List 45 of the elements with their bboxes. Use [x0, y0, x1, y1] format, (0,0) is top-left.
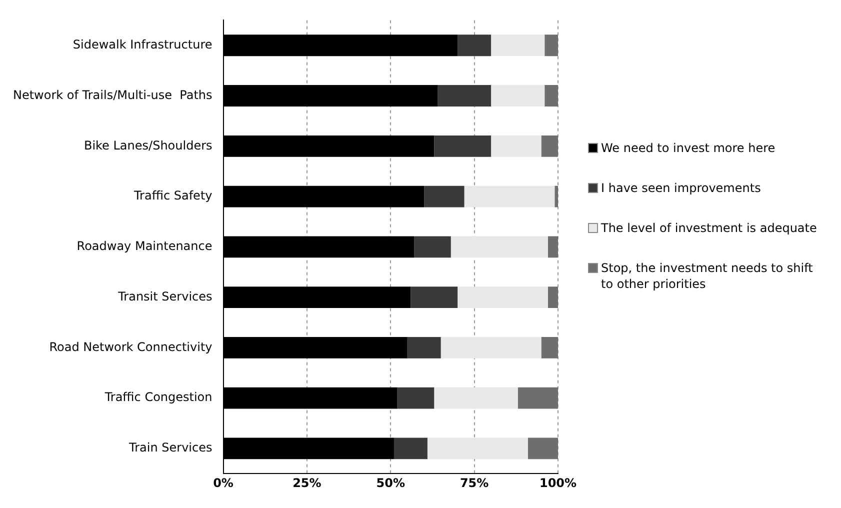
bar: [407, 336, 441, 358]
y-tick-label: Traffic Safety: [132, 188, 212, 203]
x-tick-label: 50%: [376, 476, 405, 490]
bar: [458, 34, 492, 56]
bar: [427, 438, 528, 460]
bar: [491, 85, 545, 106]
bar: [397, 387, 434, 409]
bar: [491, 135, 542, 157]
x-tick-label: 100%: [539, 476, 577, 490]
bar: [424, 186, 464, 208]
bar: [528, 438, 558, 460]
bar: [434, 135, 492, 157]
bar: [491, 34, 545, 56]
x-tick-label: 25%: [292, 476, 322, 490]
bar: [518, 387, 558, 409]
bar: [544, 85, 558, 106]
x-tick-label: 75%: [460, 476, 489, 490]
bar: [410, 286, 458, 308]
bar: [414, 236, 451, 258]
y-tick-label: Train Services: [128, 440, 212, 455]
bar: [450, 236, 548, 258]
bar: [434, 387, 518, 409]
x-tick-label: 0%: [213, 476, 234, 490]
y-tick-label: Transit Services: [117, 289, 212, 304]
bar: [464, 186, 555, 208]
bar: [554, 186, 558, 208]
y-tick-label: Roadway Maintenance: [76, 239, 212, 254]
bar: [437, 85, 492, 106]
y-tick-label: Traffic Congestion: [104, 390, 212, 404]
legend-label: I have seen improvements: [601, 180, 761, 196]
y-tick-label: Bike Lanes/Shoulders: [84, 138, 212, 152]
bar: [394, 438, 428, 460]
bar: [458, 286, 548, 308]
y-tick-label: Road Network Connectivity: [49, 340, 212, 354]
legend-label: The level of investment is adequate: [601, 220, 817, 236]
bar: [440, 336, 542, 358]
bar: [544, 34, 558, 56]
legend-label: We need to invest more here: [601, 140, 776, 156]
bar: [541, 336, 558, 358]
bar: [548, 236, 558, 258]
bar: [541, 135, 558, 157]
legend-label: Stop, the investment needs to shift to other priorities: [601, 260, 814, 292]
y-tick-label: Sidewalk Infrastructure: [72, 38, 212, 52]
bar: [548, 286, 558, 308]
y-tick-label: Network of Trails/Multi-use Paths: [12, 88, 212, 102]
